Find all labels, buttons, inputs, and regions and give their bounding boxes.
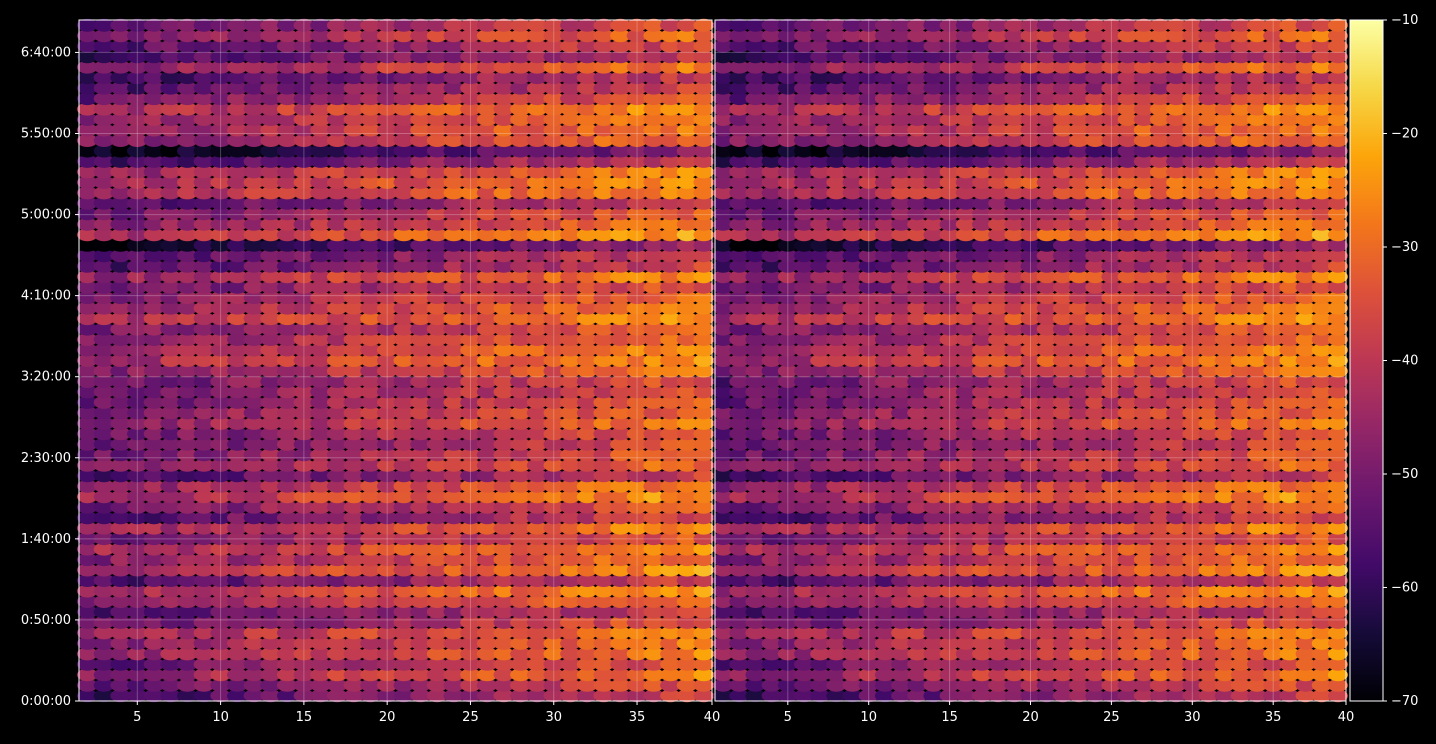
x-tick-label: 35: [629, 710, 646, 725]
left-heatmap-panel: 5 10 15 20 25 30 35 40: [77, 19, 720, 725]
x-tick-label: 10: [212, 710, 229, 725]
x-tick-label: 40: [704, 710, 721, 725]
x-tick-label: 15: [296, 710, 313, 725]
heatmap-cell: [693, 19, 714, 32]
x-tick-label: 5: [133, 710, 141, 725]
x-tick-label: 30: [545, 710, 562, 725]
x-tick-label: 20: [379, 710, 396, 725]
x-tick-label: 25: [462, 710, 479, 725]
